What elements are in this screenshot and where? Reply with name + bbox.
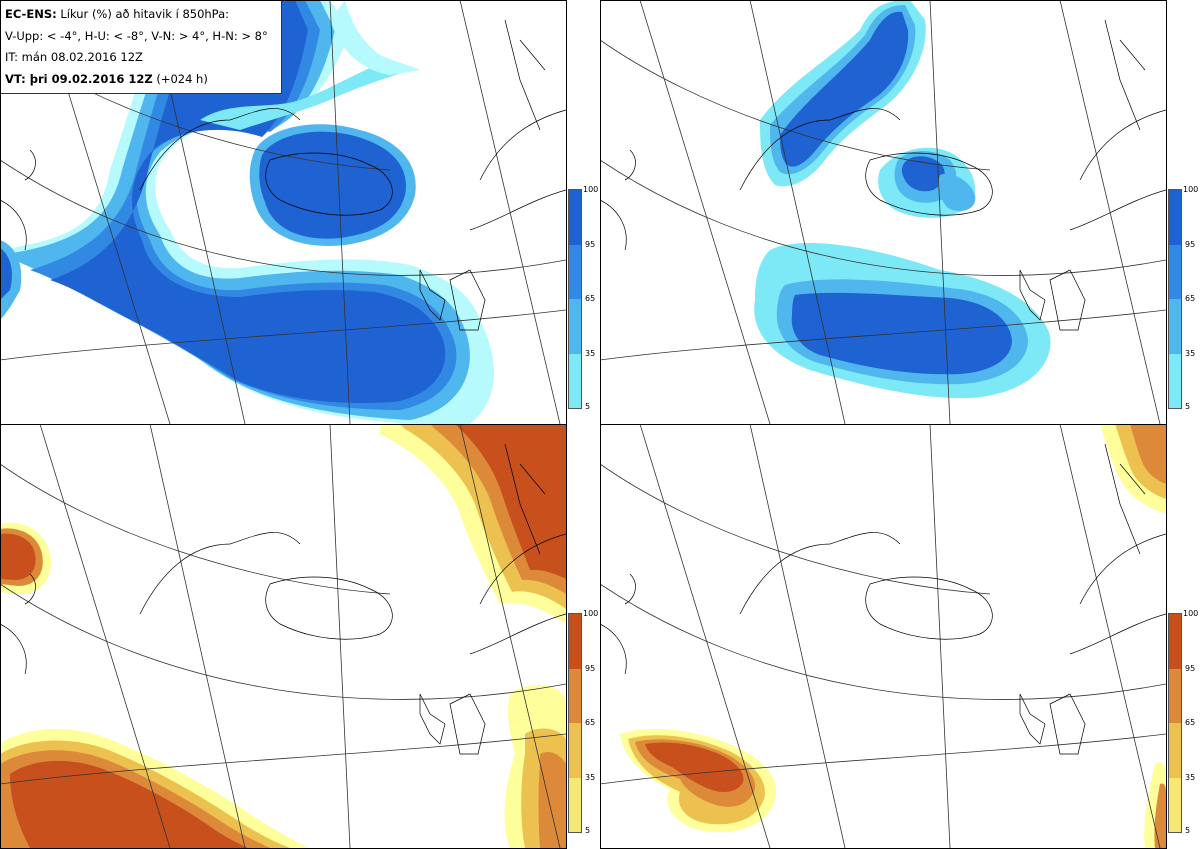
probability-area-atlantic (754, 242, 1051, 399)
probability-area-atlantic (0, 0, 494, 424)
colorbar-tick: 95 (1185, 664, 1196, 673)
probability-map-warm-8 (600, 424, 1166, 848)
colorbar-cold-left (568, 189, 582, 409)
probability-area-northeast (1100, 424, 1166, 514)
map-panel-bottom-right (600, 424, 1166, 848)
probability-map-cold-8 (600, 0, 1166, 424)
probability-area-iceland (878, 147, 976, 218)
colorbar-tick: 95 (1185, 240, 1196, 249)
colorbar-tick: 5 (585, 402, 591, 411)
probability-map-warm-4 (0, 424, 566, 848)
valid-time-label: VT: þri 09.02.2016 12Z (5, 71, 153, 86)
colorbar-warm-left (568, 613, 582, 833)
colorbar-tick: 35 (1185, 773, 1196, 782)
probability-area-atlantic (0, 729, 310, 848)
colorbar-tick: 35 (1185, 349, 1196, 358)
coastlines (600, 443, 1166, 755)
model-label: EC-ENS: (5, 7, 57, 21)
colorbar-tick: 5 (585, 826, 591, 835)
probability-area-east (504, 684, 566, 848)
map-panel-top-left: EC-ENS: Líkur (%) að hitavik í 850hPa: V… (0, 0, 566, 424)
colorbar-warm-right (1168, 613, 1182, 833)
colorbar-tick: 100 (1183, 609, 1199, 618)
graticule (600, 424, 1166, 848)
coastlines (0, 19, 566, 331)
colorbar-tick: 65 (585, 294, 596, 303)
colorbar-tick: 35 (585, 349, 596, 358)
colorbar-tick: 65 (1185, 718, 1196, 727)
probability-area-greenland (760, 0, 926, 187)
probability-area-northeast (380, 424, 566, 624)
map-panel-bottom-left (0, 424, 566, 848)
probability-area-atlantic (620, 729, 777, 833)
lead-time-text: (+024 h) (156, 71, 208, 86)
probability-area-west-edge (0, 240, 22, 320)
map-panel-top-right (600, 0, 1166, 424)
colorbar-tick: 95 (585, 664, 596, 673)
probability-area-iceland (249, 124, 416, 246)
coastlines (600, 19, 1166, 331)
thresholds-text: V-Upp: < -4°, H-U: < -8°, V-N: > 4°, H-N… (5, 28, 268, 43)
forecast-info-box: EC-ENS: Líkur (%) að hitavik í 850hPa: V… (0, 0, 282, 94)
colorbar-tick: 35 (585, 773, 596, 782)
coastlines (0, 443, 566, 755)
colorbar-cold-right (1168, 189, 1182, 409)
title-text: Líkur (%) að hitavik í 850hPa: (60, 7, 230, 21)
colorbar-tick: 95 (585, 240, 596, 249)
colorbar-tick: 100 (583, 185, 599, 194)
init-time-text: IT: mán 08.02.2016 12Z (5, 50, 143, 64)
probability-area-east (1144, 762, 1166, 848)
graticule (600, 0, 1166, 424)
probability-area-west (0, 522, 51, 594)
graticule (0, 424, 566, 848)
colorbar-tick: 65 (1185, 294, 1196, 303)
colorbar-tick: 5 (1185, 826, 1191, 835)
colorbar-tick: 100 (583, 609, 599, 618)
colorbar-tick: 100 (1183, 185, 1199, 194)
colorbar-tick: 5 (1185, 402, 1191, 411)
colorbar-tick: 65 (585, 718, 596, 727)
